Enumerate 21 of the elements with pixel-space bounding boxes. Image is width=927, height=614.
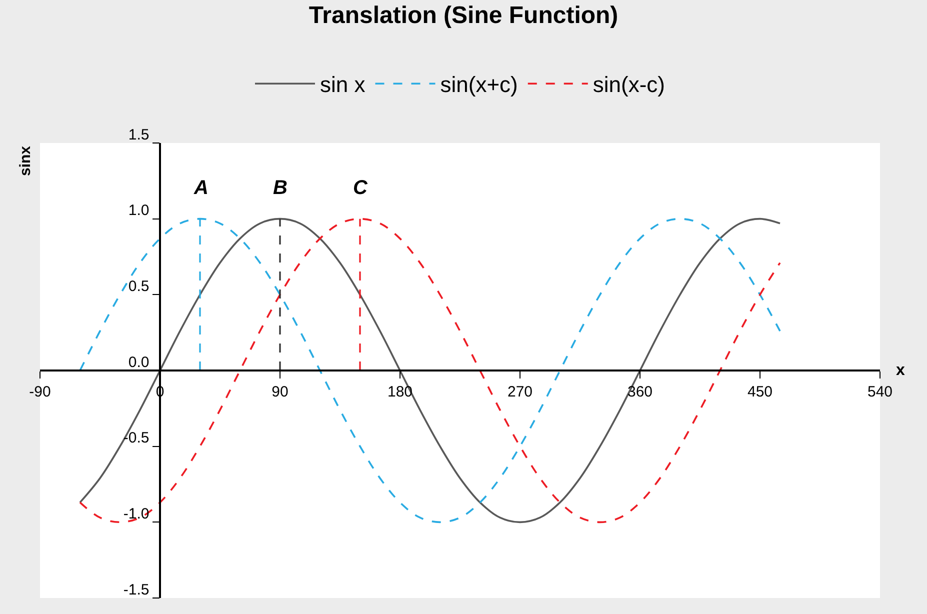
chart-title: Translation (Sine Function) [308,2,618,29]
x-tick-label: 90 [272,383,288,400]
y-tick-label: 0.5 [128,278,150,295]
x-tick-label: -90 [29,383,51,400]
y-tick-label: 1.5 [128,126,150,144]
y-tick-label: -0.5 [123,430,150,447]
y-tick-label: 0.0 [128,354,150,371]
legend-label: sin(x-c) [592,72,665,98]
annotation: B [273,177,288,199]
y-tick-label: 1.0 [128,202,150,220]
x-tick-label: 270 [507,383,533,400]
y-tick-label: -1.0 [123,505,150,522]
y-axis-title: sinx [17,145,34,176]
annotation: A [193,177,208,199]
y-tick-label: -1.5 [123,581,150,598]
x-tick-label: 450 [747,383,773,400]
legend-label: sin x [320,72,366,98]
annotation: C [353,177,368,199]
x-tick-label: 540 [867,383,893,400]
x-axis-title: x [896,362,905,379]
legend-label: sin(x+c) [440,72,518,98]
